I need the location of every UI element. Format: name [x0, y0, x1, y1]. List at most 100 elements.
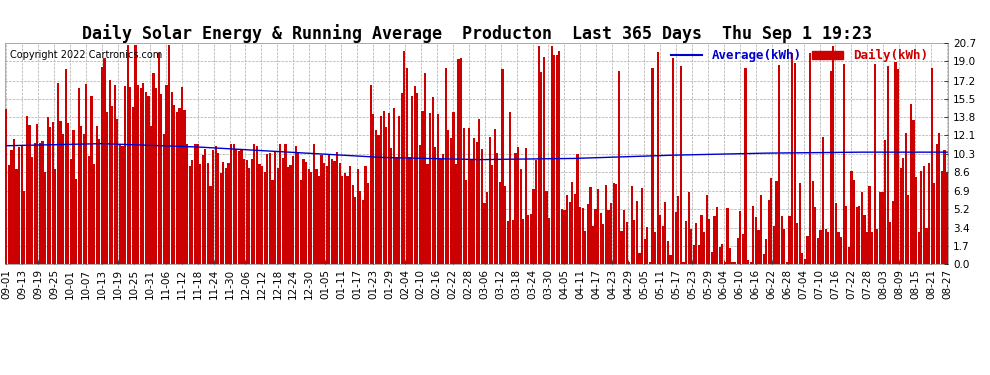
Bar — [230, 144, 233, 264]
Bar — [346, 176, 348, 264]
Bar — [127, 45, 129, 264]
Bar — [62, 135, 64, 264]
Bar — [553, 55, 555, 264]
Bar — [940, 171, 943, 264]
Bar — [292, 156, 294, 264]
Bar — [786, 262, 788, 264]
Bar — [233, 144, 235, 264]
Bar — [757, 230, 759, 264]
Bar — [88, 156, 90, 264]
Bar — [574, 194, 576, 264]
Bar — [749, 262, 751, 264]
Bar — [297, 153, 299, 264]
Bar — [401, 93, 403, 264]
Bar — [348, 166, 351, 264]
Legend: Average(kWh), Daily(kWh): Average(kWh), Daily(kWh) — [670, 50, 928, 63]
Bar — [225, 168, 227, 264]
Bar — [449, 138, 452, 264]
Bar — [659, 215, 661, 264]
Bar — [427, 164, 429, 264]
Bar — [496, 153, 498, 264]
Bar — [263, 172, 266, 264]
Bar — [148, 96, 149, 264]
Bar — [143, 83, 145, 264]
Bar — [661, 225, 664, 264]
Bar — [847, 247, 850, 264]
Bar — [132, 108, 134, 264]
Bar — [833, 46, 835, 264]
Bar — [445, 68, 446, 264]
Bar — [509, 112, 512, 264]
Bar — [608, 210, 610, 264]
Bar — [375, 130, 377, 264]
Bar — [597, 189, 599, 264]
Bar — [331, 159, 333, 264]
Bar — [674, 213, 677, 264]
Bar — [894, 62, 897, 264]
Bar — [116, 120, 119, 264]
Bar — [67, 123, 69, 264]
Bar — [698, 245, 700, 264]
Bar — [639, 253, 641, 264]
Bar — [258, 164, 260, 264]
Bar — [409, 157, 411, 264]
Bar — [109, 80, 111, 264]
Bar — [372, 114, 374, 264]
Title: Daily Solar Energy & Running Average  Producton  Last 365 Days  Thu Sep 1 19:23: Daily Solar Energy & Running Average Pro… — [82, 24, 871, 43]
Bar — [814, 207, 817, 264]
Bar — [90, 96, 93, 264]
Bar — [780, 216, 783, 264]
Bar — [369, 85, 372, 264]
Bar — [351, 185, 353, 264]
Bar — [248, 168, 250, 264]
Bar — [140, 88, 142, 264]
Bar — [491, 165, 493, 264]
Bar — [83, 134, 85, 264]
Bar — [411, 96, 413, 264]
Bar — [238, 150, 240, 264]
Bar — [494, 129, 496, 264]
Bar — [18, 147, 20, 264]
Bar — [902, 158, 904, 264]
Bar — [740, 211, 742, 264]
Bar — [794, 63, 796, 264]
Bar — [388, 113, 390, 264]
Bar — [250, 159, 252, 264]
Bar — [913, 120, 915, 264]
Bar — [685, 220, 687, 264]
Bar — [866, 232, 868, 264]
Bar — [512, 220, 514, 264]
Bar — [241, 148, 243, 264]
Bar — [137, 85, 140, 264]
Bar — [762, 254, 764, 264]
Bar — [860, 192, 863, 264]
Bar — [416, 93, 419, 264]
Bar — [841, 237, 842, 264]
Bar — [106, 112, 108, 264]
Bar — [168, 45, 170, 264]
Bar — [31, 157, 34, 264]
Bar — [918, 231, 920, 264]
Bar — [812, 181, 814, 264]
Bar — [149, 126, 152, 264]
Bar — [641, 188, 644, 264]
Bar — [194, 144, 196, 264]
Bar — [377, 135, 379, 264]
Bar — [690, 230, 692, 264]
Bar — [528, 216, 530, 264]
Bar — [75, 179, 77, 264]
Bar — [160, 94, 162, 264]
Bar — [37, 124, 39, 264]
Bar — [181, 87, 183, 264]
Bar — [424, 73, 426, 264]
Bar — [93, 165, 95, 264]
Bar — [522, 219, 525, 264]
Bar — [547, 217, 550, 264]
Bar — [488, 137, 491, 264]
Bar — [677, 196, 679, 264]
Bar — [703, 232, 705, 264]
Bar — [501, 69, 504, 264]
Bar — [42, 141, 44, 264]
Bar — [69, 159, 72, 264]
Bar — [122, 146, 124, 264]
